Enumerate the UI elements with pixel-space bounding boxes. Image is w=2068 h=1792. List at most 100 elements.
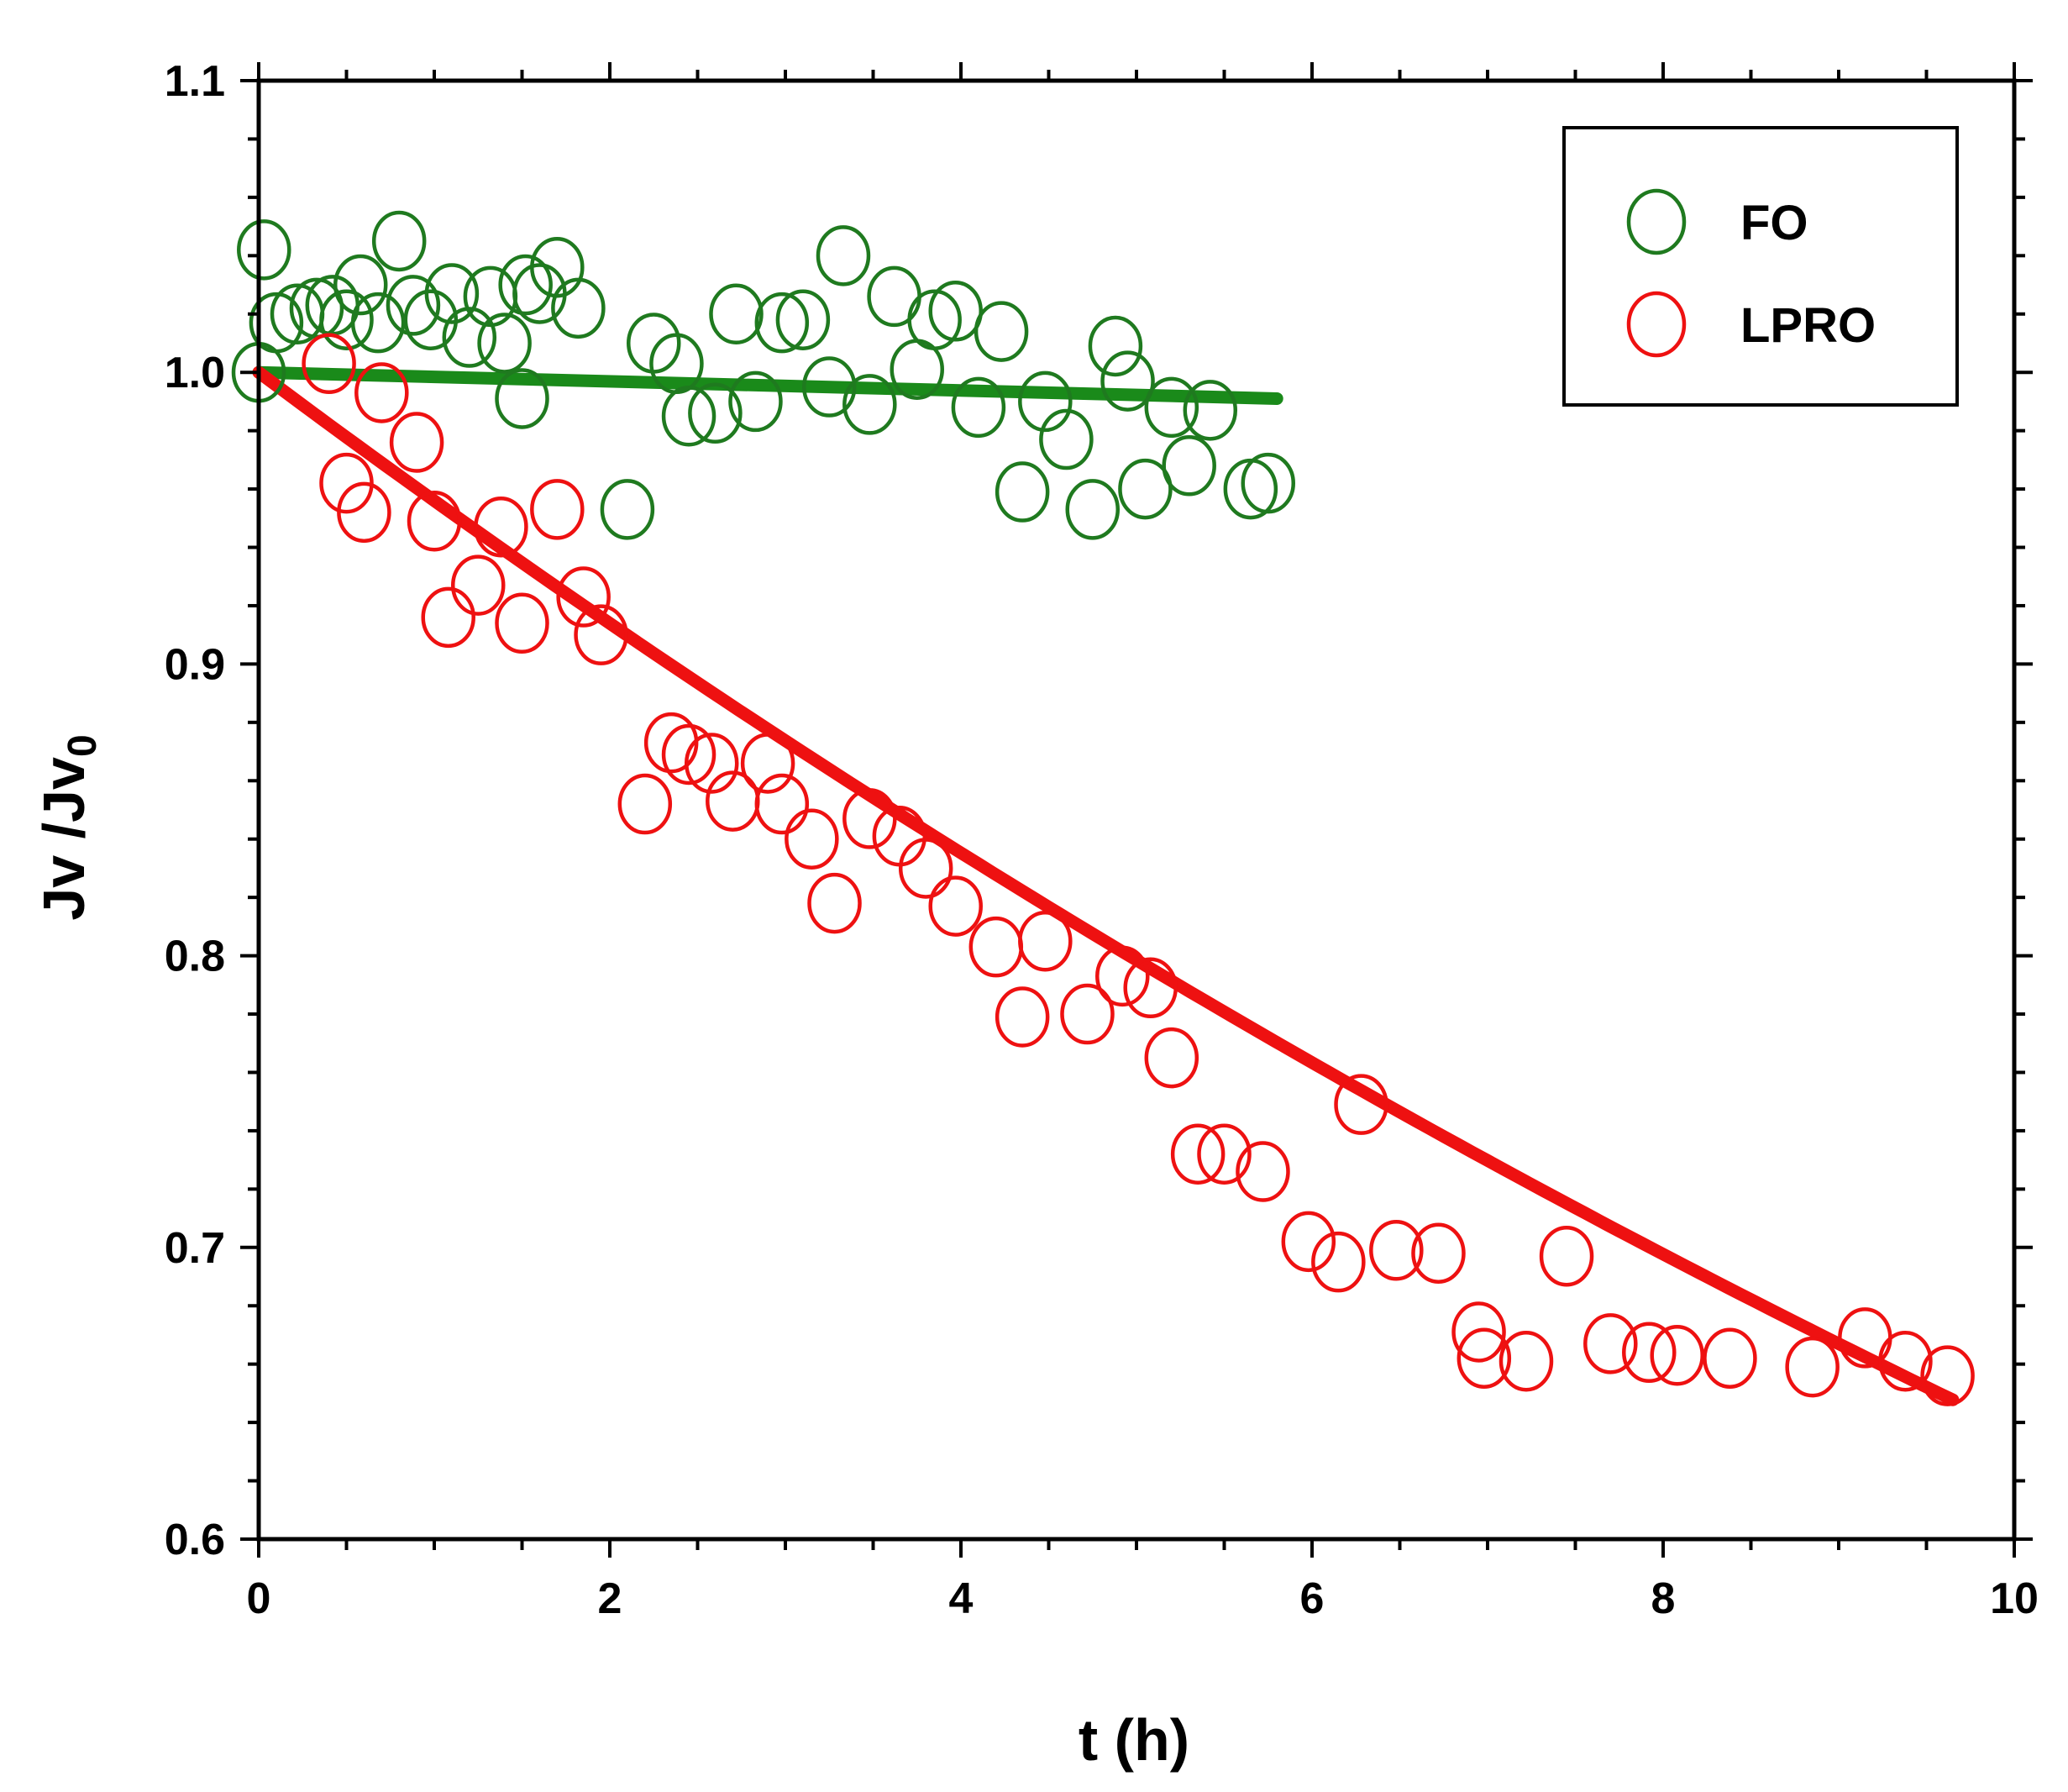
lpro-point [1411, 1222, 1466, 1284]
y-axis-title-main: Jv /Jv [31, 757, 97, 921]
lpro-point [898, 838, 953, 899]
fo-point [1144, 376, 1199, 439]
lpro-point [389, 412, 444, 473]
legend-label-fo: FO [1740, 196, 1808, 250]
legend: FO LPRO [1562, 126, 1959, 407]
fo-point [775, 289, 831, 350]
y-tick-label: 0.7 [165, 1224, 225, 1273]
lpro-point [1311, 1231, 1366, 1293]
x-tick-label: 8 [1651, 1574, 1676, 1623]
lpro-point [1060, 983, 1115, 1045]
lpro-fit-line [252, 365, 1960, 1406]
legend-box [1562, 126, 1959, 407]
lpro-point [1170, 1123, 1226, 1185]
fo-point [1039, 408, 1094, 470]
lpro-point [1451, 1301, 1506, 1363]
fo-point [386, 275, 441, 336]
lpro-point [1369, 1220, 1424, 1281]
lpro-point [1281, 1211, 1336, 1273]
lpro-point [1920, 1345, 1975, 1406]
fo-point [237, 219, 291, 281]
fo-point [249, 292, 304, 354]
lpro-point [807, 872, 862, 934]
lpro-point [421, 586, 475, 649]
lpro-point [1095, 945, 1150, 1007]
lpro-point [1622, 1322, 1677, 1384]
lpro-point [556, 566, 611, 628]
x-tick-label: 0 [247, 1574, 271, 1623]
y-tick-label: 1.0 [165, 349, 225, 397]
lpro-point [354, 362, 409, 423]
lpro-point [302, 333, 356, 395]
y-tick-label: 1.1 [165, 57, 225, 106]
fo-point [709, 283, 764, 345]
fo-point [498, 254, 553, 316]
lpro-point [1785, 1336, 1840, 1398]
fo-point [951, 376, 1006, 439]
y-axis-title-subscript: 0 [60, 734, 105, 757]
fo-point [1100, 350, 1155, 412]
lpro-point [684, 733, 739, 794]
fo-point [1241, 452, 1295, 514]
fo-point [728, 370, 783, 433]
lpro-point [617, 773, 673, 835]
fo-point [530, 236, 585, 298]
y-tick-label: 0.6 [165, 1516, 225, 1564]
lpro-point [1197, 1123, 1252, 1185]
lpro-point [643, 712, 699, 774]
lpro-point [1144, 1027, 1199, 1089]
fo-point [319, 289, 374, 350]
lpro-point [1018, 910, 1073, 972]
fo-point [403, 289, 459, 350]
x-tick-label: 10 [1990, 1574, 2039, 1623]
lpro-point [1539, 1225, 1594, 1287]
fo-point [928, 281, 983, 342]
fo-point [1065, 479, 1120, 540]
lpro-point [842, 788, 897, 849]
x-axis-title: t (h) [1079, 1707, 1189, 1773]
lpro-point [495, 592, 549, 654]
lpro-point [928, 875, 983, 937]
fo-point [816, 225, 871, 286]
lpro-point [1334, 1074, 1388, 1135]
x-tick-label: 6 [1300, 1574, 1325, 1623]
lpro-point [530, 479, 585, 540]
fo-point [661, 386, 716, 447]
lpro-point [1583, 1313, 1638, 1374]
fo-point [350, 292, 406, 354]
fo-point [867, 265, 921, 328]
axes: 0 2 4 6 8 10 0.6 0.7 0.8 0.9 1.0 1.1 [165, 57, 2039, 1623]
lpro-point [451, 554, 506, 616]
lpro-point [407, 491, 462, 552]
fo-point [754, 292, 810, 354]
legend-label-lpro: LPRO [1740, 298, 1876, 353]
lpro-point [1457, 1327, 1512, 1389]
fo-point [1162, 435, 1216, 497]
lpro-point [1703, 1327, 1757, 1389]
data-points [231, 210, 1975, 1406]
legend-marker-fo [1626, 188, 1687, 255]
fo-point [974, 301, 1029, 362]
lpro-point [661, 723, 716, 786]
fo-point [333, 254, 388, 316]
fo-point [1183, 380, 1238, 441]
fo-point [1118, 458, 1173, 520]
fo-point [424, 263, 480, 324]
lpro-point [1650, 1325, 1704, 1386]
lpro-point [995, 986, 1050, 1048]
lpro-point [474, 496, 528, 558]
lpro-point [1878, 1330, 1933, 1392]
fo-point [688, 382, 743, 444]
lpro-point [785, 808, 839, 870]
fo-point [802, 356, 857, 418]
lpro-point [1236, 1141, 1290, 1202]
fo-point [495, 368, 549, 429]
lpro-point [574, 604, 628, 665]
x-tick-label: 4 [949, 1574, 974, 1623]
fo-point [1223, 458, 1278, 520]
fo-point [1088, 315, 1143, 377]
lpro-point [968, 916, 1024, 978]
lpro-point [740, 733, 795, 794]
fo-point [477, 313, 532, 374]
